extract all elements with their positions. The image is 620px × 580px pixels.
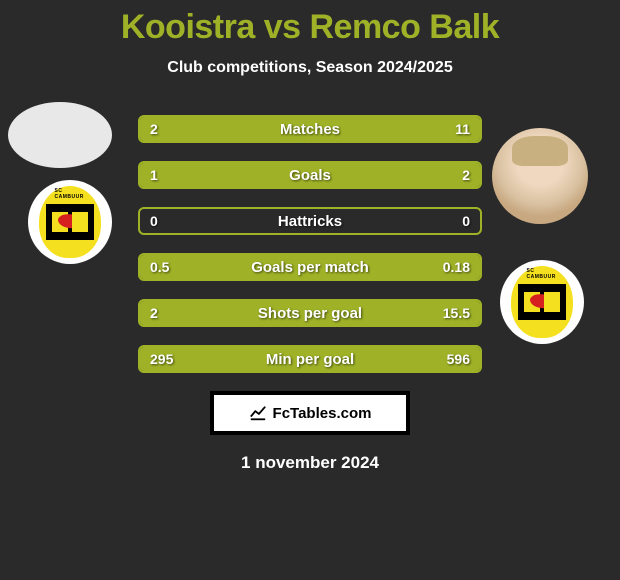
stat-row: 0 Hattricks 0 (138, 207, 482, 235)
page-subtitle: Club competitions, Season 2024/2025 (0, 59, 620, 77)
stat-label: Hattricks (278, 213, 342, 230)
stat-bar-left (140, 117, 191, 141)
stat-value-left: 295 (150, 351, 173, 367)
chart-icon (249, 404, 267, 422)
stat-row: 2 Matches 11 (138, 115, 482, 143)
stat-value-left: 2 (150, 121, 158, 137)
date-label: 1 november 2024 (0, 453, 620, 473)
stat-value-left: 0 (150, 213, 158, 229)
stat-row: 2 Shots per goal 15.5 (138, 299, 482, 327)
stat-value-left: 1 (150, 167, 158, 183)
comparison-card: Kooistra vs Remco Balk Club competitions… (0, 0, 620, 580)
stat-label: Shots per goal (258, 305, 362, 322)
source-label: FcTables.com (273, 405, 372, 422)
stat-value-right: 2 (462, 167, 470, 183)
stat-row: 295 Min per goal 596 (138, 345, 482, 373)
stat-bar-left (140, 301, 177, 325)
stat-value-left: 0.5 (150, 259, 169, 275)
source-attribution: FcTables.com (210, 391, 410, 435)
page-title: Kooistra vs Remco Balk (0, 8, 620, 47)
stat-label: Goals (289, 167, 331, 184)
stat-value-right: 15.5 (443, 305, 470, 321)
stat-value-right: 11 (455, 121, 470, 137)
stat-row: 1 Goals 2 (138, 161, 482, 189)
stat-label: Min per goal (266, 351, 354, 368)
stat-value-right: 0 (462, 213, 470, 229)
stat-label: Goals per match (251, 259, 369, 276)
stat-row: 0.5 Goals per match 0.18 (138, 253, 482, 281)
stat-value-left: 2 (150, 305, 158, 321)
stat-label: Matches (280, 121, 340, 138)
stats-table: 2Matches111Goals20Hattricks00.5Goals per… (0, 115, 620, 373)
stat-value-right: 596 (447, 351, 470, 367)
stat-bar-right (252, 163, 480, 187)
stat-value-right: 0.18 (443, 259, 470, 275)
